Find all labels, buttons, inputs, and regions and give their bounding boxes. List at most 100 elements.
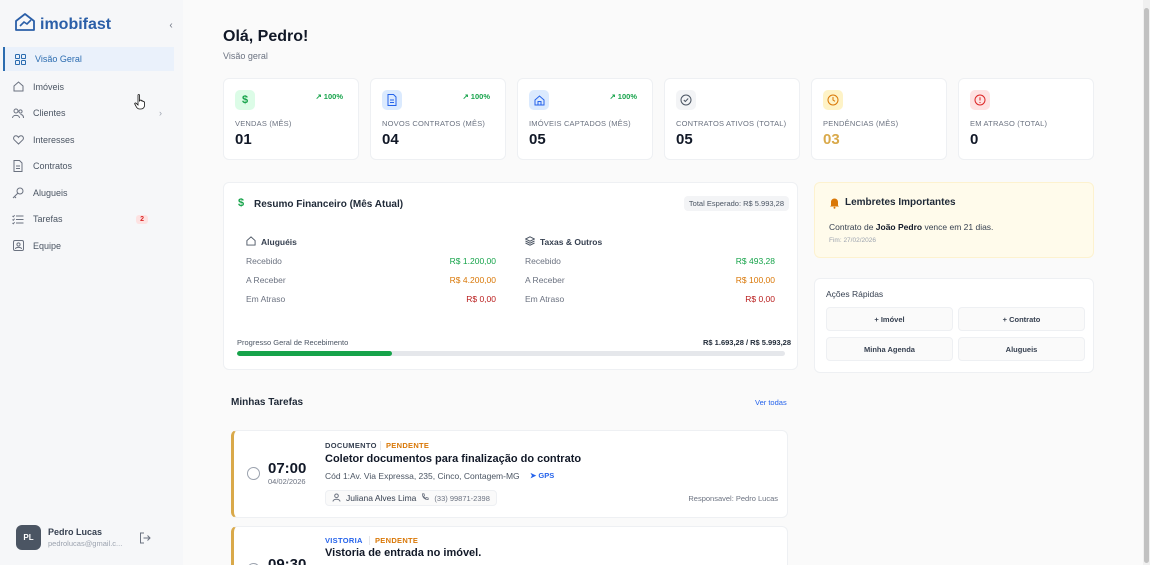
see-all-tasks-link[interactable]: Ver todas (755, 398, 787, 407)
dollar-icon: $ (238, 197, 245, 209)
task-card[interactable]: 07:00 04/02/2026 DOCUMENTO PENDENTE Cole… (231, 430, 788, 518)
sidebar-item-interesses[interactable]: Interesses (3, 127, 174, 154)
task-card[interactable]: 09:30 VISTORIA PENDENTE Vistoria de entr… (231, 526, 788, 565)
financial-summary-title: Resumo Financeiro (Mês Atual) (254, 199, 404, 210)
hand-cursor-icon (134, 94, 146, 115)
user-profile[interactable]: PL Pedro Lucas pedrolucas@gmail.c... (16, 525, 122, 550)
stat-card-vendas[interactable]: $ ↗ 100% VENDAS (MÊS) 01 (223, 78, 359, 160)
page-subtitle: Visão geral (223, 51, 268, 61)
contact-name: Juliana Alves Lima (346, 493, 417, 503)
to-receive-label: A Receber (525, 275, 565, 285)
stat-value: 0 (970, 131, 979, 148)
collapse-sidebar-button[interactable]: ‹ (164, 18, 178, 32)
logo-house-icon (14, 12, 36, 37)
logo[interactable]: imobifast (14, 12, 111, 37)
task-contact[interactable]: Juliana Alves Lima (33) 99871-2398 (325, 490, 497, 506)
fees-column: Taxas & Outros Recebido R$ 493,28 A Receb… (524, 235, 775, 306)
progress-value: R$ 1.693,28 / R$ 5.993,28 (703, 338, 791, 347)
sidebar-item-clientes[interactable]: Clientes › (3, 100, 174, 127)
home-icon (246, 236, 256, 248)
sidebar-item-contratos[interactable]: Contratos (3, 153, 174, 180)
main-content: Olá, Pedro! Visão geral $ ↗ 100% VENDAS … (183, 0, 1143, 565)
clock-icon (823, 90, 843, 110)
stat-value: 05 (529, 131, 546, 148)
house-icon (529, 90, 549, 110)
stat-value: 04 (382, 131, 399, 148)
fees-overdue-value: R$ 0,00 (745, 294, 775, 304)
sidebar-item-equipe[interactable]: Equipe (3, 233, 174, 260)
task-status: PENDENTE (375, 536, 419, 545)
tasks-count-badge: 2 (136, 214, 148, 224)
task-status: PENDENTE (386, 441, 430, 450)
overdue-label: Em Atraso (525, 294, 565, 304)
key-icon (12, 187, 24, 199)
rentals-button[interactable]: Alugueis (958, 337, 1085, 361)
task-type: VISTORIA (325, 536, 363, 545)
fees-title: Taxas & Outros (540, 237, 603, 247)
logout-icon (139, 531, 151, 548)
sidebar-item-tarefas[interactable]: Tarefas 2 (3, 206, 174, 233)
dollar-icon: $ (235, 90, 255, 110)
stat-label: PENDÊNCIAS (MÊS) (823, 119, 899, 128)
divider (369, 536, 370, 545)
stat-card-contratos-ativos[interactable]: CONTRATOS ATIVOS (TOTAL) 05 (664, 78, 800, 160)
quick-actions-card: Ações Rápidas + Imóvel + Contrato Minha … (814, 278, 1094, 373)
rents-title: Aluguéis (261, 237, 297, 247)
sidebar-item-visao-geral[interactable]: Visão Geral (3, 47, 174, 71)
fees-to-receive-value: R$ 100,00 (735, 275, 775, 285)
heart-icon (12, 134, 24, 146)
sidebar-item-label: Interesses (33, 134, 75, 145)
task-title: Vistoria de entrada no imóvel. (325, 547, 482, 559)
file-icon (12, 160, 24, 173)
user-email: pedrolucas@gmail.c... (48, 539, 123, 548)
sidebar: imobifast ‹ Visão Geral Imóveis Clientes… (0, 0, 183, 565)
avatar: PL (16, 525, 41, 550)
phone-icon (421, 493, 430, 503)
rents-overdue-value: R$ 0,00 (466, 294, 496, 304)
add-property-button[interactable]: + Imóvel (826, 307, 953, 331)
sidebar-item-label: Clientes (33, 108, 66, 119)
stat-label: VENDAS (MÊS) (235, 119, 292, 128)
rents-to-receive-value: R$ 4.200,00 (449, 275, 496, 285)
task-address: Cód 1:Av. Via Expressa, 235, Cinco, Cont… (325, 471, 520, 481)
sidebar-item-alugueis[interactable]: Alugueis (3, 180, 174, 207)
scrollbar[interactable] (1143, 0, 1150, 565)
sidebar-item-imoveis[interactable]: Imóveis (3, 74, 174, 101)
stat-card-em-atraso[interactable]: EM ATRASO (TOTAL) 0 (958, 78, 1094, 160)
stat-card-pendencias[interactable]: PENDÊNCIAS (MÊS) 03 (811, 78, 947, 160)
task-title: Coletor documentos para finalização do c… (325, 453, 582, 465)
reminder-date: Fim: 27/02/2026 (829, 237, 876, 244)
bell-icon (829, 196, 840, 214)
rents-column: Aluguéis Recebido R$ 1.200,00 A Receber R$… (246, 235, 496, 306)
task-time: 09:30 (268, 556, 307, 565)
sidebar-item-label: Contratos (33, 161, 73, 172)
logout-button[interactable] (139, 531, 151, 544)
scrollbar-thumb[interactable] (1144, 8, 1149, 563)
contact-phone: (33) 99871-2398 (434, 493, 490, 503)
progress-bar (237, 351, 785, 356)
rents-received-value: R$ 1.200,00 (449, 256, 496, 266)
received-label: Recebido (525, 256, 561, 266)
my-agenda-button[interactable]: Minha Agenda (826, 337, 953, 361)
id-card-icon (12, 240, 24, 252)
logo-text: imobifast (40, 15, 112, 33)
task-complete-radio[interactable] (247, 467, 260, 480)
stat-card-novos-contratos[interactable]: ↗ 100% NOVOS CONTRATOS (MÊS) 04 (370, 78, 506, 160)
add-contract-button[interactable]: + Contrato (958, 307, 1085, 331)
task-date: 04/02/2026 (268, 477, 306, 486)
stat-card-imoveis-captados[interactable]: ↗ 100% IMÓVEIS CAPTADOS (MÊS) 05 (517, 78, 653, 160)
layers-icon (524, 236, 536, 248)
trend-badge: ↗ 100% (315, 92, 343, 101)
progress-fill (237, 351, 392, 356)
gps-link[interactable]: ➤ GPS (530, 471, 555, 480)
tasks-section-title: Minhas Tarefas (231, 397, 304, 408)
chevron-right-icon: › (159, 108, 162, 119)
reminders-title: Lembretes Importantes (845, 197, 956, 208)
reminders-card: Lembretes Importantes Contrato de João P… (814, 182, 1094, 258)
users-icon (12, 107, 24, 119)
stat-value: 05 (676, 131, 693, 148)
trend-badge: ↗ 100% (609, 92, 637, 101)
sidebar-item-label: Alugueis (33, 187, 68, 198)
alert-circle-icon (970, 90, 990, 110)
navigation-icon: ➤ (530, 471, 537, 480)
